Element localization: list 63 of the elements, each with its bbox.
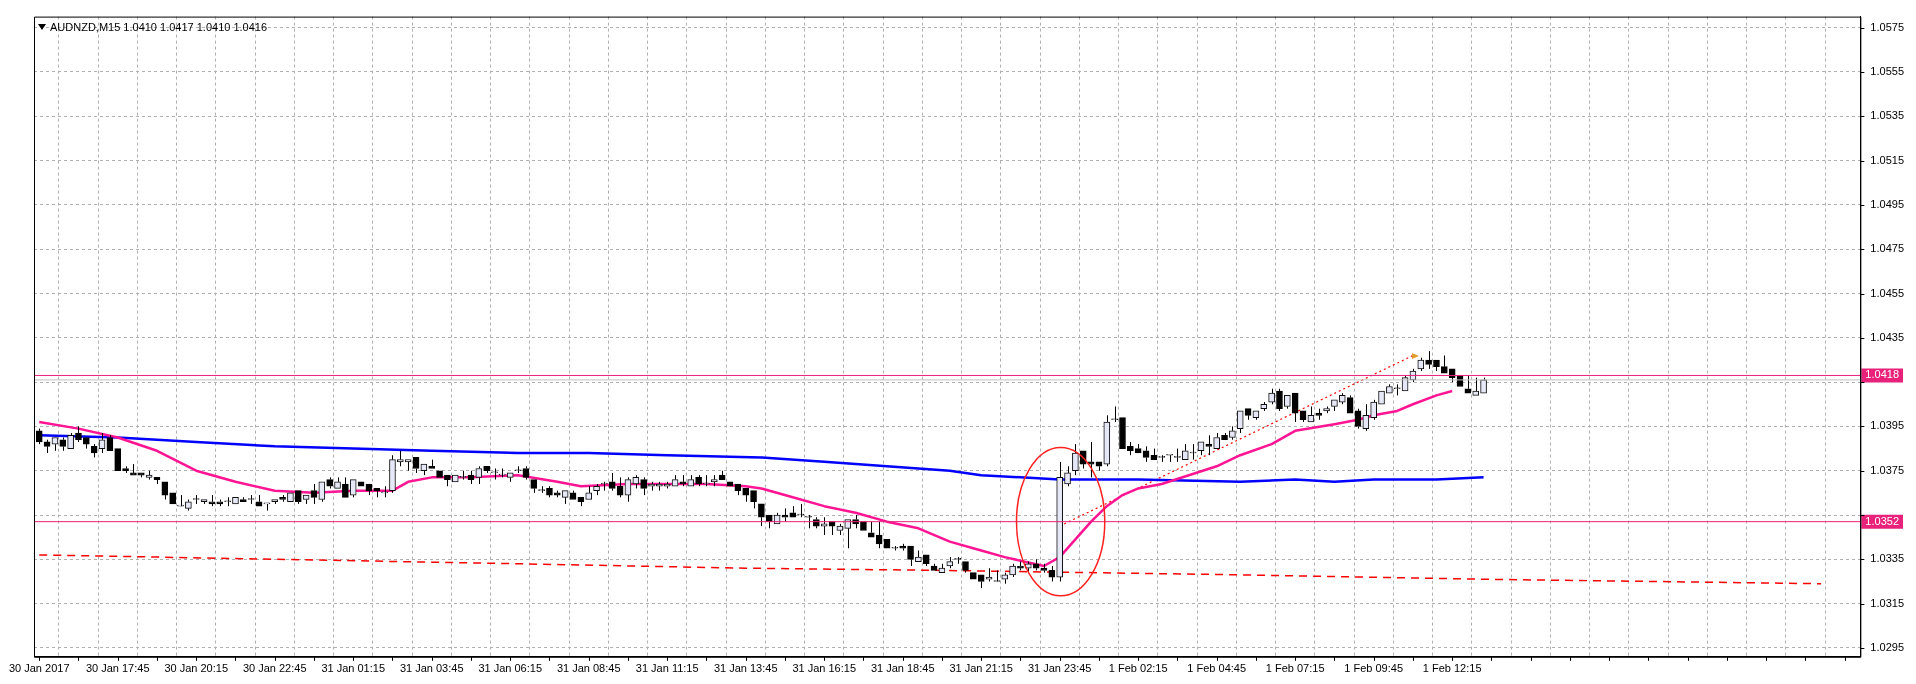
candlestick <box>883 539 891 549</box>
y-tick-label: 1.0375 <box>1870 463 1905 476</box>
candlestick <box>357 481 365 487</box>
y-tick-label: 1.0395 <box>1870 419 1905 432</box>
candlestick <box>349 479 357 498</box>
chart-title: AUDNZD,M15 1.0410 1.0417 1.0410 1.0416 <box>50 20 268 33</box>
x-tick-label: 1 Feb 07:15 <box>1265 662 1325 675</box>
x-tick-label: 31 Jan 23:45 <box>1027 662 1092 675</box>
y-tick-label: 1.0475 <box>1870 242 1905 255</box>
x-tick-label: 30 Jan 2017 <box>8 662 70 675</box>
y-tick-label: 1.0515 <box>1870 153 1905 166</box>
x-tick-label: 31 Jan 11:15 <box>635 662 699 675</box>
line-series <box>38 554 1822 585</box>
ref-line-label: 1.0418 <box>1865 368 1900 381</box>
candlestick <box>114 448 122 472</box>
y-tick-label: 1.0495 <box>1870 197 1905 210</box>
x-tick-label: 30 Jan 17:45 <box>85 662 150 675</box>
y-tick-label: 1.0335 <box>1870 552 1905 565</box>
x-tick-label: 1 Feb 12:15 <box>1422 662 1482 675</box>
candlestick <box>216 499 224 507</box>
candlestick <box>1221 432 1228 441</box>
y-tick-label: 1.0435 <box>1870 330 1905 343</box>
x-tick-label: 30 Jan 22:45 <box>242 662 307 675</box>
y-tick-label: 1.0555 <box>1870 65 1905 78</box>
candlestick <box>1009 563 1016 578</box>
candlestick <box>1417 357 1425 372</box>
candlestick <box>271 499 279 505</box>
x-tick-label: 31 Jan 16:15 <box>792 662 857 675</box>
x-tick-label: 31 Jan 06:15 <box>478 662 543 675</box>
candlestick <box>860 521 867 531</box>
candlestick <box>663 481 671 489</box>
candlestick <box>922 554 930 567</box>
y-tick-label: 1.0455 <box>1870 286 1905 299</box>
x-tick-label: 31 Jan 03:45 <box>399 662 464 675</box>
candlestick <box>169 492 177 505</box>
candlestick <box>287 492 294 503</box>
ref-line-label: 1.0352 <box>1865 514 1900 527</box>
candlestick <box>451 474 459 483</box>
candlestick <box>1276 388 1283 412</box>
candlestick <box>436 470 443 478</box>
candlestick <box>726 481 734 487</box>
y-tick-label: 1.0535 <box>1870 109 1905 122</box>
x-tick-label: 1 Feb 04:45 <box>1187 662 1247 675</box>
candlestick <box>232 496 239 505</box>
candlestick <box>1119 417 1126 449</box>
x-tick-label: 1 Feb 09:45 <box>1344 662 1404 675</box>
candlestick <box>483 465 490 474</box>
candlestick <box>67 432 74 449</box>
x-tick-label: 31 Jan 01:15 <box>321 662 386 675</box>
x-tick-label: 1 Feb 02:15 <box>1108 662 1168 675</box>
y-tick-label: 1.0295 <box>1870 640 1905 653</box>
y-tick-label: 1.0315 <box>1870 596 1905 609</box>
candlestick <box>200 499 208 505</box>
candlestick <box>970 572 977 580</box>
x-tick-label: 31 Jan 21:15 <box>949 662 1014 675</box>
x-tick-label: 31 Jan 18:45 <box>870 662 935 675</box>
x-tick-label: 31 Jan 08:45 <box>556 662 621 675</box>
candlestick <box>1260 401 1268 412</box>
candlestick <box>294 490 302 505</box>
x-tick-label: 30 Jan 20:15 <box>164 662 229 675</box>
x-tick-label: 31 Jan 13:45 <box>713 662 778 675</box>
candlestick <box>899 543 907 551</box>
y-tick-label: 1.0575 <box>1870 20 1905 33</box>
